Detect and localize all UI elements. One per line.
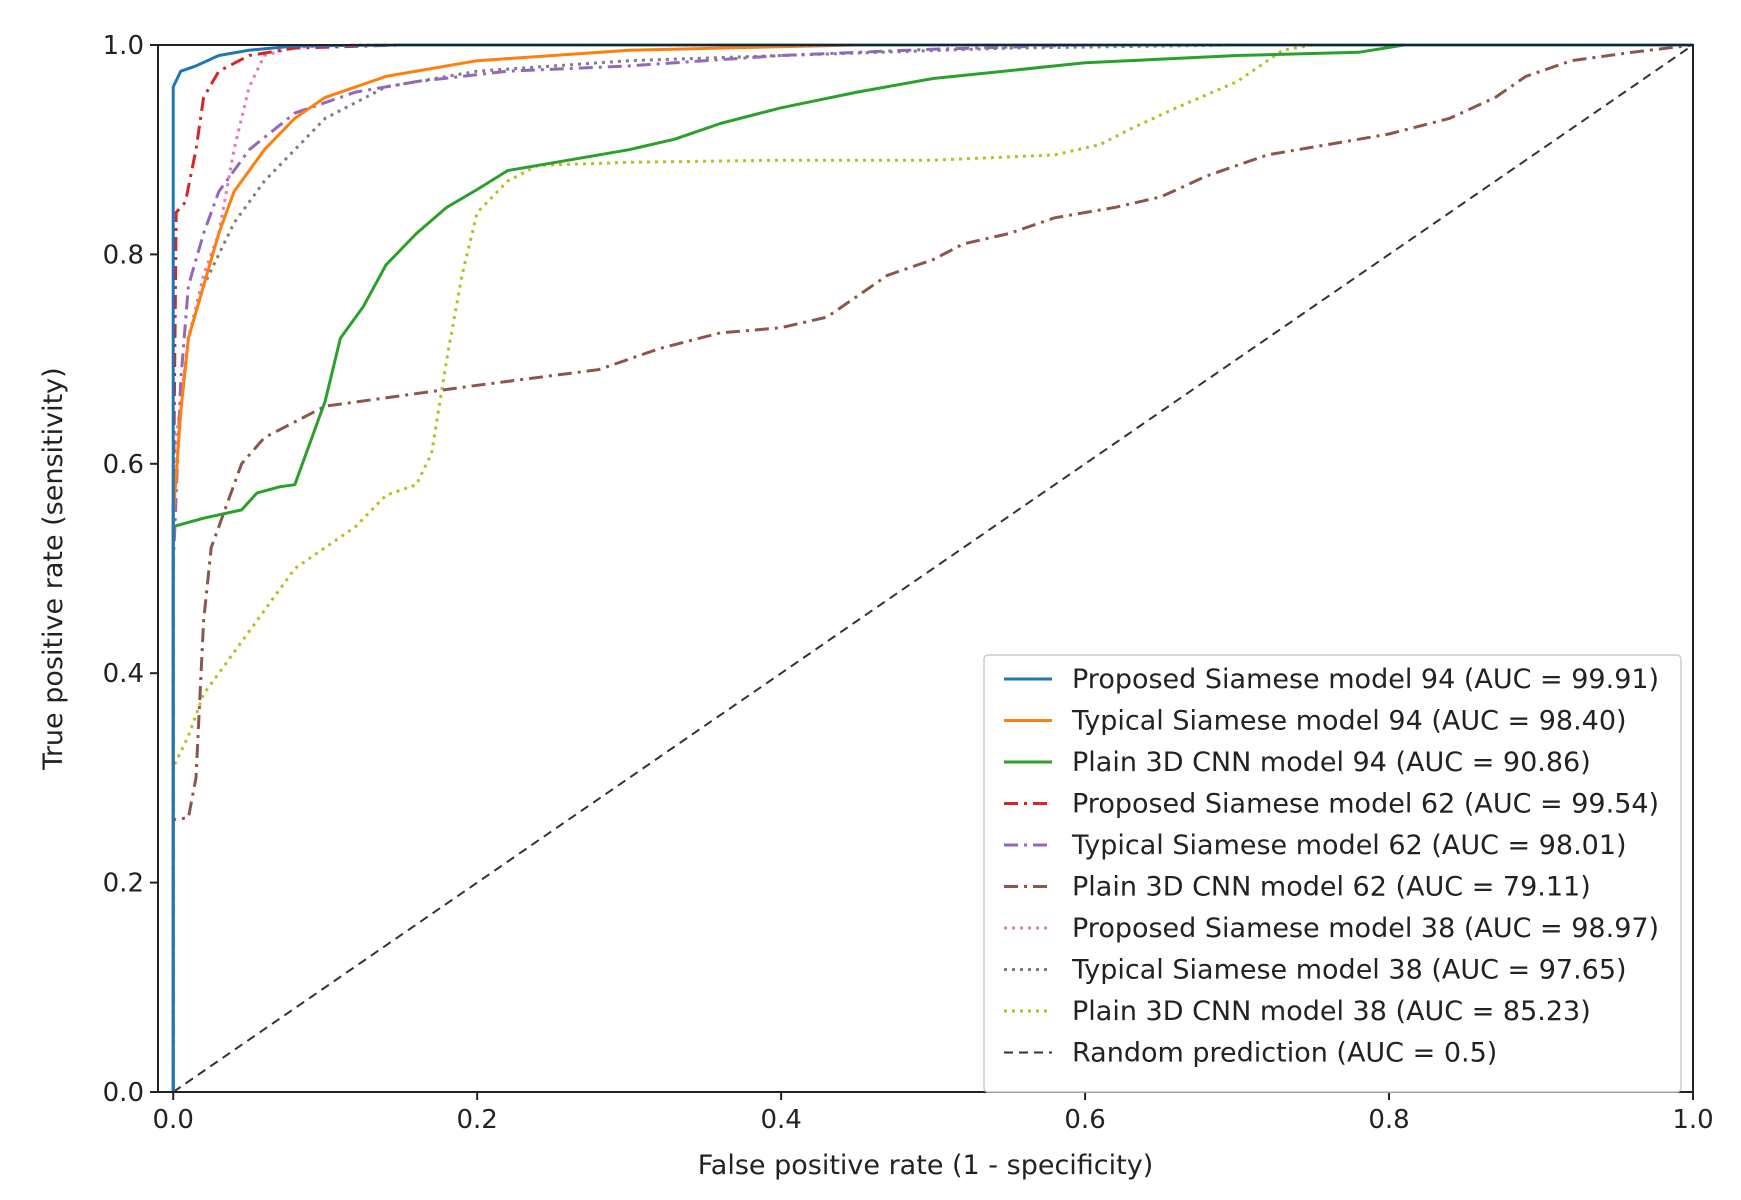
legend-items: Proposed Siamese model 94 (AUC = 99.91) T… [1004,664,1659,1069]
legend-label-8: Typical Siamese model 38 (AUC = 97.65) [1071,955,1627,986]
legend-label-6: Plain 3D CNN model 62 (AUC = 79.11) [1072,872,1591,903]
x-axis-label: False positive rate (1 - specificity) [698,1150,1154,1181]
legend-label-7: Proposed Siamese model 38 (AUC = 98.97) [1072,913,1659,944]
y-tick-label: 0.2 [103,869,144,899]
legend-box [983,654,1682,1093]
y-tick-label: 0.6 [103,450,144,480]
legend-label-9: Plain 3D CNN model 38 (AUC = 85.23) [1072,996,1591,1027]
legend-label-1: Proposed Siamese model 94 (AUC = 99.91) [1072,664,1659,695]
x-tick-label: 0.6 [1064,1105,1105,1135]
plot-frame [157,44,1694,1093]
legend-label-3: Plain 3D CNN model 94 (AUC = 90.86) [1072,747,1591,778]
x-tick-label: 0.8 [1368,1105,1409,1135]
series-line-4 [171,43,1693,1092]
y-tick-label: 1.0 [103,31,144,61]
series-line-9 [171,43,1693,1092]
legend-label-10: Random prediction (AUC = 0.5) [1072,1038,1497,1069]
series-line-2 [171,43,1693,1092]
x-tick-label: 0.2 [456,1105,497,1135]
y-tick-label: 0.8 [103,240,144,270]
series-line-10 [172,44,1694,1093]
ticks-layer: 0.0 0.2 0.4 0.6 0.8 1.0 0.0 0.2 0.4 0.6 0.8 1.0 [103,31,1714,1135]
legend-label-4: Proposed Siamese model 62 (AUC = 99.54) [1072,789,1659,820]
series-line-6 [171,43,1694,1092]
y-axis-label: True positive rate (sensitivity) [38,367,69,770]
x-tick-label: 0.0 [153,1105,194,1135]
legend-label-5: Typical Siamese model 62 (AUC = 98.01) [1071,830,1627,861]
series-line-5 [171,43,1693,1092]
x-tick-label: 1.0 [1672,1105,1713,1135]
y-tick-label: 0.0 [103,1078,144,1108]
x-tick-label: 0.4 [760,1105,801,1135]
y-tick-label: 0.4 [103,659,144,689]
legend: Proposed Siamese model 94 (AUC = 99.91) T… [983,654,1682,1093]
legend-label-2: Typical Siamese model 94 (AUC = 98.40) [1071,706,1627,737]
series-line-3 [171,43,1693,1092]
